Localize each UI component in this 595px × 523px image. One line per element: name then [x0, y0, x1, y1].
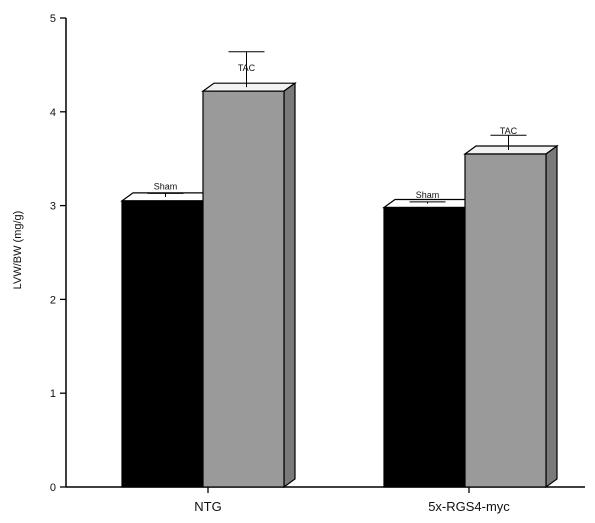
- y-tick-label: 0: [50, 482, 56, 494]
- bar-side-face: [545, 144, 558, 489]
- labels: NTG 5x-RGS4-myc Sham Sham TAC TAC: [154, 63, 518, 514]
- y-axis-label: LVW/BW (mg/g): [12, 211, 24, 290]
- bar-top-face: [120, 192, 216, 202]
- bar-side-face: [283, 81, 296, 489]
- bar-top-face: [201, 82, 297, 92]
- y-tick-label: 1: [50, 388, 56, 400]
- bar: [383, 206, 466, 488]
- bar-label: TAC: [238, 63, 256, 73]
- y-tick-label: 4: [50, 107, 56, 119]
- bar-top-face: [463, 145, 559, 155]
- y-tick-label: 3: [50, 201, 56, 213]
- bar-label: Sham: [154, 181, 178, 191]
- bar: [202, 90, 285, 488]
- x-category-label: 5x-RGS4-myc: [428, 499, 510, 514]
- bar-top-face: [382, 198, 478, 209]
- bar-label: Sham: [416, 190, 440, 200]
- bar-label: TAC: [500, 126, 518, 136]
- bar: [121, 200, 204, 488]
- bar: [464, 153, 547, 488]
- y-tick-label: 2: [50, 294, 56, 306]
- bars: [120, 51, 559, 489]
- y-tick-label: 5: [50, 13, 56, 25]
- x-category-label: NTG: [194, 499, 221, 514]
